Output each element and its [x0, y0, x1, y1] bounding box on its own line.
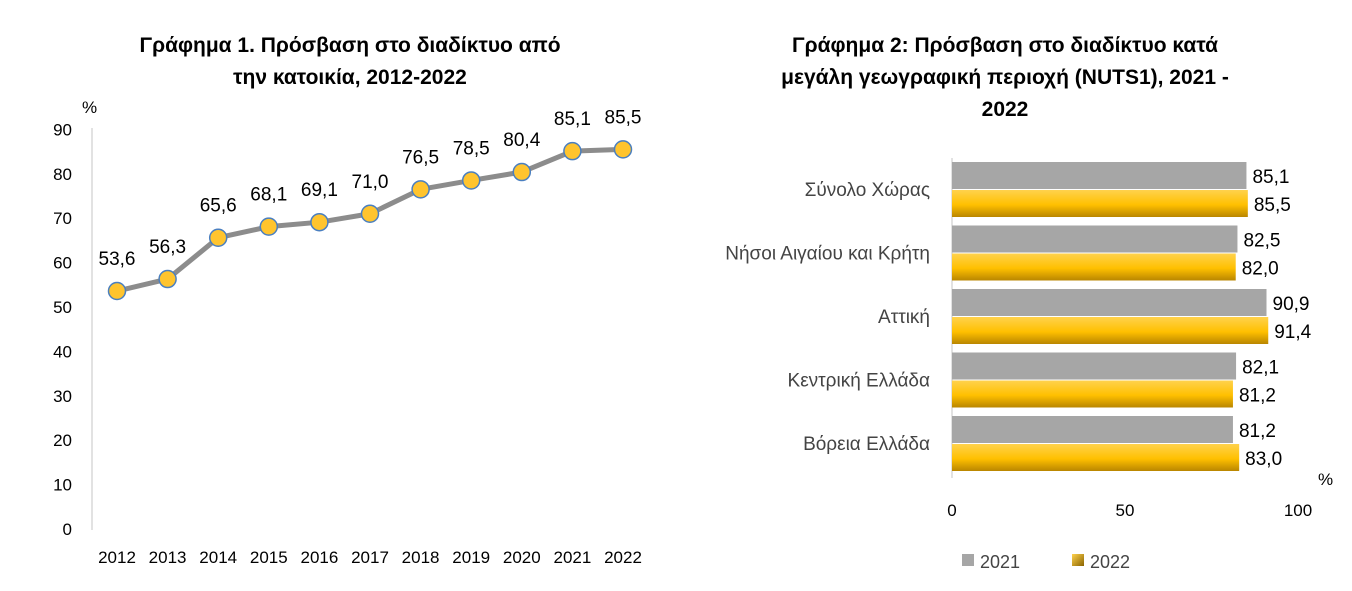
chart1-title-line1: Γράφημα 1. Πρόσβαση στο διαδίκτυο από: [139, 34, 561, 57]
chart1-data-label: 76,5: [402, 147, 439, 168]
chart2-bar-2022: [952, 444, 1240, 471]
chart1-data-point: [310, 212, 329, 232]
chart2-title-line1: Γράφημα 2: Πρόσβαση στο διαδίκτυο κατά: [791, 34, 1219, 57]
chart2-legend-swatch: [1072, 554, 1084, 566]
chart1-title-line2: την κατοικία, 2012-2022: [233, 66, 467, 89]
chart1-x-tick-label: 2020: [503, 548, 541, 567]
chart1-data-label: 80,4: [503, 130, 540, 151]
chart2-legend-swatch: [962, 554, 974, 566]
chart1-data-label: 65,6: [200, 196, 237, 217]
chart1-x-tick-label: 2019: [452, 548, 490, 567]
chart2-data-label: 82,5: [1243, 231, 1280, 252]
chart2-data-label: 85,1: [1252, 167, 1289, 188]
chart2-data-label: 82,0: [1242, 259, 1279, 280]
chart2-bar-2021: [952, 352, 1237, 380]
chart2-bar-2022: [952, 190, 1248, 217]
chart1-data-point: [158, 269, 177, 289]
chart2-data-label: 82,1: [1242, 358, 1279, 379]
chart1-data-point: [259, 217, 279, 236]
chart2-category-label: Βόρεια Ελλάδα: [803, 434, 930, 455]
chart1-x-tick-label: 2016: [300, 548, 338, 567]
chart2-category-label: Νήσοι Αιγαίου και Κρήτη: [725, 244, 930, 265]
chart2-title: Γράφημα 2: Πρόσβαση στο διαδίκτυο κατά μ…: [700, 30, 1310, 126]
chart1-data-label: 85,1: [554, 109, 591, 130]
chart1-x-tick-label: 2014: [199, 548, 237, 567]
chart1-data-point: [613, 140, 633, 159]
chart2-legend-label: 2022: [1090, 552, 1130, 572]
chart1-x-tick-label: 2015: [250, 548, 288, 567]
chart1-y-tick-label: 10: [53, 476, 72, 495]
chart1-data-label: 78,5: [453, 138, 490, 159]
chart1-data-point: [208, 228, 228, 247]
chart1-data-point: [107, 281, 127, 301]
chart1-x-tick-label: 2021: [553, 548, 591, 567]
chart1-data-label: 85,5: [605, 107, 642, 128]
chart1-data-point: [411, 180, 430, 199]
chart1-x-tick-label: 2012: [98, 548, 136, 567]
chart1-y-tick-label: 40: [53, 342, 72, 361]
chart2-data-label: 85,5: [1254, 195, 1291, 216]
chart2-data-label: 91,4: [1274, 322, 1311, 343]
chart2-title-line3: 2022: [981, 98, 1029, 121]
chart2-bar-2022: [952, 317, 1269, 344]
chart1-data-label: 71,0: [352, 172, 389, 193]
chart2-data-label: 81,2: [1239, 386, 1276, 407]
chart1-y-tick-label: 70: [53, 209, 72, 228]
chart1-x-tick-label: 2018: [402, 548, 440, 567]
chart1-title: Γράφημα 1. Πρόσβαση στο διαδίκτυο από τη…: [80, 30, 620, 94]
chart2-title-line2: μεγάλη γεωγραφική περιοχή (NUTS1), 2021 …: [781, 66, 1229, 89]
chart1-x-tick-label: 2017: [351, 548, 389, 567]
chart1-data-point: [360, 204, 380, 224]
chart1-data-point: [563, 141, 582, 161]
chart2-bar-2022: [952, 380, 1233, 408]
chart2-data-label: 90,9: [1273, 294, 1310, 315]
chart1-data-label: 56,3: [149, 237, 186, 258]
chart2-data-label: 83,0: [1245, 449, 1282, 470]
chart2-x-tick-label: 50: [1116, 501, 1135, 520]
chart1-y-tick-label: 20: [53, 431, 72, 450]
chart2-data-label: 81,2: [1239, 421, 1276, 442]
chart1-x-tick-label: 2022: [604, 548, 642, 567]
chart1-y-tick-label: 60: [53, 254, 72, 273]
chart2-bar-2021: [952, 162, 1247, 189]
chart2-legend-label: 2021: [980, 552, 1020, 572]
chart2-bar-2022: [952, 253, 1236, 281]
chart1-y-tick-label: 80: [53, 165, 72, 184]
chart1-y-unit: %: [82, 98, 97, 117]
chart1-y-tick-label: 90: [53, 120, 72, 139]
chart2-bar-2021: [952, 289, 1267, 316]
chart1-data-label: 69,1: [301, 180, 338, 201]
chart1-data-point: [512, 162, 532, 182]
chart1-y-tick-label: 30: [53, 387, 72, 406]
chart2-x-tick-label: 0: [947, 501, 956, 520]
chart2-x-unit: %: [1318, 470, 1333, 489]
chart1-data-label: 68,1: [250, 185, 287, 206]
chart2-bar-2021: [952, 416, 1233, 443]
chart1-x-tick-label: 2013: [149, 548, 187, 567]
chart2-category-label: Σύνολο Χώρας: [805, 180, 930, 201]
chart2-category-label: Αττική: [878, 307, 930, 328]
chart1-y-tick-label: 0: [63, 520, 72, 539]
chart2-bar-2021: [952, 225, 1238, 253]
chart2-x-tick-label: 100: [1284, 501, 1312, 520]
chart1-y-tick-label: 50: [53, 298, 72, 317]
chart1-data-point: [461, 171, 481, 190]
chart2-category-label: Κεντρική Ελλάδα: [788, 371, 930, 392]
chart1-data-label: 53,6: [99, 249, 136, 270]
